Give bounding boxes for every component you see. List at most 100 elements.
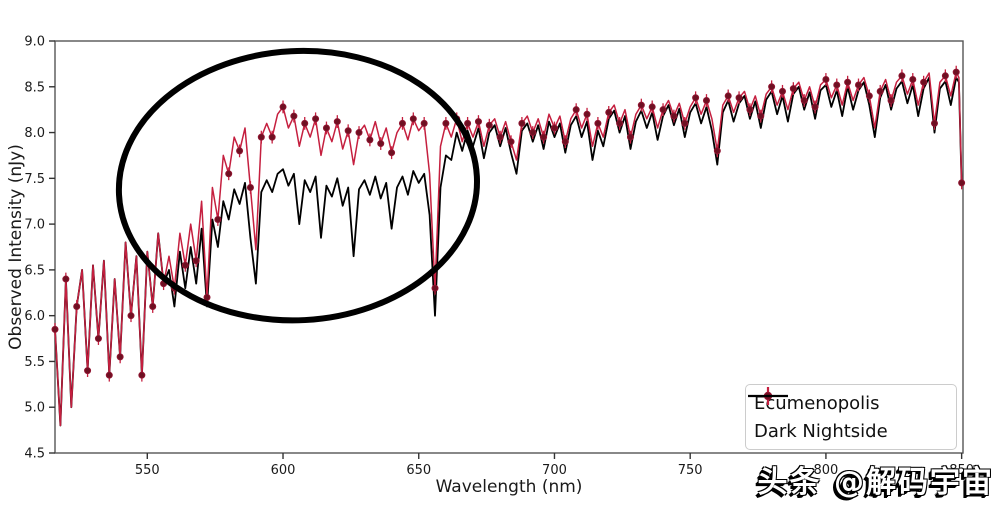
ecumenopolis-marker: [540, 133, 548, 141]
ecumenopolis-marker: [887, 97, 895, 105]
ecumenopolis-marker: [800, 97, 808, 105]
ecumenopolis-marker: [605, 108, 613, 116]
ecumenopolis-marker: [442, 119, 450, 127]
ecumenopolis-marker: [930, 119, 938, 127]
ecumenopolis-marker: [149, 303, 157, 311]
ecumenopolis-marker: [333, 118, 341, 126]
ecumenopolis-marker: [822, 75, 830, 83]
ecumenopolis-marker: [681, 119, 689, 127]
x-axis-label: Wavelength (nm): [435, 477, 583, 497]
ecumenopolis-marker: [626, 133, 634, 141]
ecumenopolis-marker: [290, 112, 298, 120]
ecumenopolis-marker: [355, 129, 363, 137]
x-tick-label: 550: [135, 463, 160, 478]
ecumenopolis-marker: [507, 138, 515, 146]
ecumenopolis-marker: [474, 118, 482, 126]
ecumenopolis-marker: [236, 147, 244, 155]
ecumenopolis-marker: [844, 78, 852, 86]
annotation-ellipse: [115, 47, 480, 324]
ecumenopolis-marker: [757, 112, 765, 120]
ecumenopolis-marker: [670, 112, 678, 120]
ecumenopolis-marker: [225, 170, 233, 178]
ecumenopolis-marker: [865, 92, 873, 100]
legend-label-dark-nightside: Dark Nightside: [754, 420, 888, 442]
ecumenopolis-marker: [659, 106, 667, 114]
x-tick-label: 650: [406, 463, 431, 478]
y-tick-label: 7.5: [24, 172, 45, 187]
ecumenopolis-marker: [958, 179, 966, 187]
ecumenopolis-marker: [789, 85, 797, 93]
ecumenopolis-marker: [268, 133, 276, 141]
ecumenopolis-marker: [84, 367, 92, 375]
ecumenopolis-marker: [431, 284, 439, 292]
y-axis-label: Observed Intensity (nJy): [6, 144, 26, 350]
ecumenopolis-marker: [181, 261, 189, 269]
x-tick-label: 700: [542, 463, 567, 478]
ecumenopolis-marker: [713, 147, 721, 155]
ecumenopolis-marker: [692, 94, 700, 102]
ecumenopolis-marker: [62, 275, 70, 283]
ecumenopolis-marker: [724, 92, 732, 100]
ecumenopolis-marker: [322, 124, 330, 132]
ecumenopolis-marker: [398, 119, 406, 127]
ecumenopolis-marker: [833, 81, 841, 89]
y-tick-label: 8.0: [24, 126, 45, 141]
y-tick-label: 5.0: [24, 401, 45, 416]
watermark-text: 头条 @解码宇宙: [757, 465, 994, 500]
ecumenopolis-marker: [550, 124, 558, 132]
ecumenopolis-marker: [485, 121, 493, 129]
ecumenopolis-marker: [876, 87, 884, 95]
ecumenopolis-marker: [246, 183, 254, 191]
y-tick-label: 5.5: [24, 355, 45, 370]
ecumenopolis-marker: [127, 312, 135, 320]
ecumenopolis-marker: [116, 353, 124, 361]
ecumenopolis-marker: [192, 257, 200, 265]
ecumenopolis-marker: [344, 127, 352, 135]
y-tick-label: 7.0: [24, 218, 45, 233]
ecumenopolis-marker: [279, 103, 287, 111]
ecumenopolis-marker: [409, 115, 417, 123]
ecumenopolis-marker: [952, 68, 960, 76]
ecumenopolis-marker: [920, 78, 928, 86]
ecumenopolis-marker: [105, 371, 113, 379]
ecumenopolis-marker: [854, 81, 862, 89]
y-tick-label: 6.5: [24, 263, 45, 278]
x-tick-label: 800: [814, 463, 839, 478]
ecumenopolis-marker: [73, 303, 81, 311]
legend-label-ecumenopolis: Ecumenopolis: [754, 392, 880, 414]
ecumenopolis-marker: [898, 72, 906, 80]
legend-row-dark-nightside: Dark Nightside: [748, 394, 946, 443]
ecumenopolis-marker: [746, 106, 754, 114]
ecumenopolis-marker: [648, 103, 656, 111]
ecumenopolis-marker: [214, 216, 222, 224]
ecumenopolis-marker: [51, 325, 59, 333]
x-tick-label: 850: [949, 463, 974, 478]
ecumenopolis-marker: [138, 371, 146, 379]
ecumenopolis-marker: [464, 119, 472, 127]
ecumenopolis-marker: [594, 119, 602, 127]
ecumenopolis-marker: [377, 140, 385, 148]
ecumenopolis-marker: [312, 115, 320, 123]
x-tick-label: 600: [271, 463, 296, 478]
ecumenopolis-marker: [94, 335, 102, 343]
y-tick-label: 6.0: [24, 309, 45, 324]
ecumenopolis-marker: [702, 97, 710, 105]
ecumenopolis-marker: [529, 129, 537, 137]
ecumenopolis-marker: [561, 138, 569, 146]
ecumenopolis-marker: [572, 106, 580, 114]
ecumenopolis-marker: [616, 119, 624, 127]
x-tick-label: 750: [678, 463, 703, 478]
ecumenopolis-marker: [768, 83, 776, 91]
ecumenopolis-marker: [496, 133, 504, 141]
ecumenopolis-marker: [518, 119, 526, 127]
ecumenopolis-marker: [257, 133, 265, 141]
ecumenopolis-marker: [735, 94, 743, 102]
ecumenopolis-marker: [366, 136, 374, 144]
line-swatch-icon: [748, 394, 788, 398]
plot-border: [54, 40, 964, 454]
ecumenopolis-marker: [301, 119, 309, 127]
ecumenopolis-marker: [203, 293, 211, 301]
ecumenopolis-marker: [583, 110, 591, 118]
